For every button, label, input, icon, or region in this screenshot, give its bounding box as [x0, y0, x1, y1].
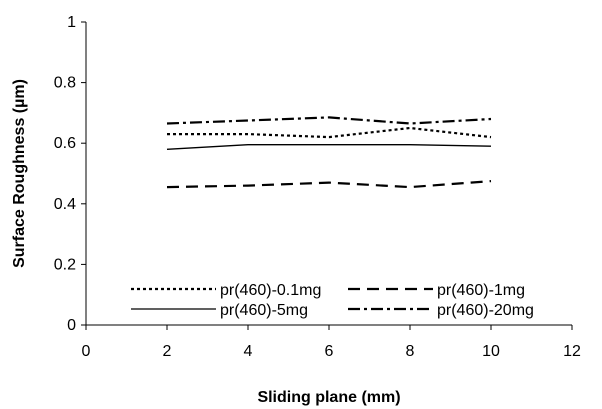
- x-tick-label: 4: [244, 343, 253, 360]
- y-tick-label: 1: [67, 14, 76, 31]
- y-tick-label: 0.6: [54, 135, 76, 152]
- series-line-2: [166, 144, 492, 150]
- legend-label-0: pr(460)-0.1mg: [220, 282, 321, 299]
- legend-label-1: pr(460)-1mg: [437, 282, 525, 299]
- series-line-0: [167, 126, 492, 139]
- y-tick-label: 0: [67, 317, 76, 334]
- y-tick-label: 0.4: [54, 196, 76, 213]
- series-layer: [166, 116, 492, 189]
- y-tick-label: 0.2: [54, 256, 76, 273]
- legend-label-2: pr(460)-5mg: [220, 302, 308, 319]
- x-axis: 0 2 4 6 8 10 12: [82, 325, 581, 360]
- x-axis-title: Sliding plane (mm): [257, 389, 400, 406]
- series-line-3: [166, 116, 492, 125]
- legend: pr(460)-0.1mg pr(460)-1mg pr(460)-5mg pr(46…: [131, 282, 534, 319]
- series-line-1: [166, 180, 492, 189]
- y-tick-label: 0.8: [54, 75, 76, 92]
- x-tick-label: 0: [82, 343, 91, 360]
- x-tick-label: 6: [325, 343, 334, 360]
- x-tick-label: 12: [563, 343, 581, 360]
- y-axis-title: Surface Roughness (µm): [11, 79, 28, 268]
- y-axis: 0 0.2 0.4 0.6 0.8 1: [54, 14, 86, 334]
- legend-label-3: pr(460)-20mg: [437, 302, 534, 319]
- plot-frame: [85, 22, 572, 326]
- x-tick-label: 8: [406, 343, 415, 360]
- x-tick-label: 2: [163, 343, 172, 360]
- x-tick-label: 10: [482, 343, 500, 360]
